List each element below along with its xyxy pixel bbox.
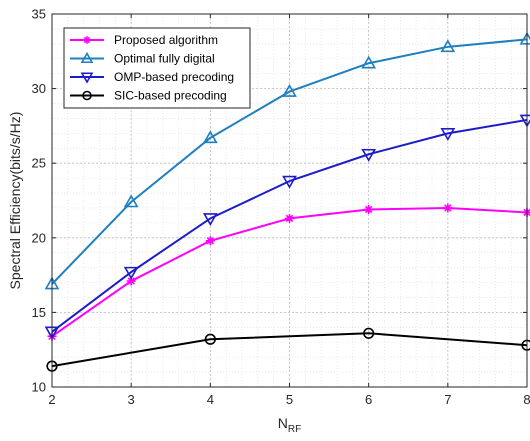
- y-tick-label: 10: [32, 380, 46, 395]
- x-tick-label: 2: [48, 392, 55, 407]
- x-tick-label: 6: [365, 392, 372, 407]
- legend-entry: Proposed algorithm: [70, 33, 218, 47]
- data-point-asterisk: [443, 203, 453, 213]
- data-point-circle: [204, 333, 216, 345]
- asterisk-center: [207, 238, 213, 244]
- legend-label: SIC-based precoding: [114, 89, 227, 103]
- legend: Proposed algorithm Optimal fully digital O…: [63, 27, 251, 109]
- y-axis-title: Spectral Efficiency(bits/s/Hz): [7, 112, 23, 290]
- x-axis-title-base: N: [278, 415, 288, 431]
- y-tick-label: 15: [32, 305, 46, 320]
- series-line: [51, 332, 528, 368]
- data-point-triangle-down: [123, 266, 139, 280]
- x-axis-title-subscript: RF: [288, 424, 301, 435]
- data-point-asterisk: [205, 236, 215, 246]
- data-point-asterisk: [364, 204, 374, 214]
- data-point-triangle-down: [282, 175, 297, 189]
- series-line: [51, 38, 528, 285]
- y-tick-label: 20: [32, 230, 46, 245]
- data-point-asterisk: [83, 36, 91, 44]
- legend-entry: SIC-based precoding: [70, 89, 227, 103]
- legend-label: Proposed algorithm: [114, 33, 218, 47]
- axis-ticks: 2 3 4 5 6 7 8 10 15 20 25 30 35: [32, 7, 530, 408]
- legend-label: OMP-based precoding: [114, 70, 234, 84]
- data-point-triangle-up: [361, 55, 377, 69]
- series-proposed-algorithm: [47, 203, 530, 341]
- x-tick-label: 4: [207, 392, 214, 407]
- asterisk-center: [128, 278, 134, 284]
- data-point-asterisk: [285, 213, 294, 223]
- y-tick-label: 35: [32, 7, 46, 22]
- asterisk-center: [445, 205, 451, 211]
- data-point-circle: [363, 327, 375, 339]
- data-point-triangle-down: [440, 128, 456, 141]
- legend-entry: Optimal fully digital: [70, 52, 215, 66]
- asterisk-center: [287, 215, 292, 221]
- x-tick-label: 5: [286, 392, 293, 407]
- x-axis-title: NRF: [278, 415, 301, 435]
- y-tick-label: 25: [32, 156, 46, 171]
- series-sic-based-precoding: [46, 327, 530, 372]
- data-point-triangle-up: [80, 51, 94, 64]
- data-point-circle: [82, 90, 92, 101]
- y-tick-label: 30: [32, 81, 46, 96]
- data-point-triangle-up: [202, 130, 218, 144]
- data-point-triangle-up: [123, 194, 139, 208]
- data-point-triangle-down: [80, 72, 94, 84]
- legend-label: Optimal fully digital: [114, 52, 215, 66]
- data-point-triangle-up: [440, 39, 456, 53]
- data-point-triangle-down: [202, 213, 218, 227]
- x-tick-label: 8: [523, 392, 530, 407]
- asterisk-center: [366, 206, 372, 212]
- x-tick-label: 3: [128, 392, 135, 407]
- x-tick-label: 7: [444, 392, 451, 407]
- asterisk-center: [84, 37, 90, 43]
- data-point-triangle-down: [361, 148, 377, 162]
- data-point-triangle-up: [282, 83, 297, 97]
- series-line: [51, 118, 528, 333]
- legend-entry: OMP-based precoding: [70, 70, 234, 84]
- series-omp-based-precoding: [44, 114, 530, 340]
- data-point-asterisk: [522, 207, 530, 217]
- series-layer: [44, 31, 530, 372]
